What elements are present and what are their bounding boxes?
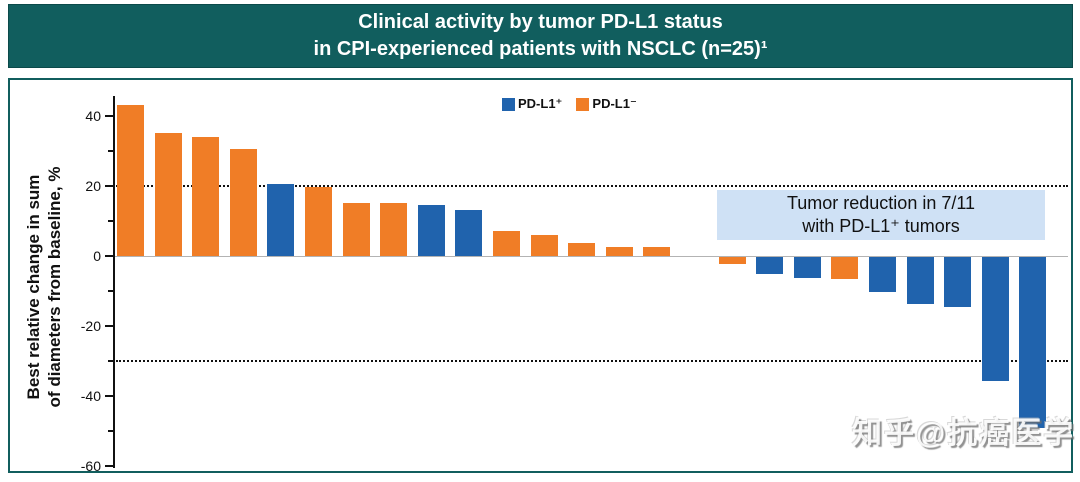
bar-pdl1-pos [455, 210, 483, 256]
y-tick-minor [108, 289, 113, 292]
zero-baseline [115, 255, 1068, 257]
chart-area: PD-L1⁺ PD-L1⁻ Best relative change in su… [8, 78, 1073, 473]
bar-pdl1-neg [192, 136, 220, 256]
tumor-reduction-annotation: Tumor reduction in 7/11 with PD-L1⁺ tumo… [717, 190, 1045, 240]
y-tick-minor [108, 219, 113, 222]
y-tick-major [105, 324, 113, 327]
legend-label-pdl1-positive: PD-L1⁺ [518, 96, 563, 111]
y-axis-line [113, 96, 115, 468]
bar-pdl1-neg [568, 243, 596, 256]
bar-pdl1-pos [417, 204, 445, 256]
bar-pdl1-pos [906, 256, 934, 304]
legend-label-pdl1-negative: PD-L1⁻ [592, 96, 637, 111]
y-tick-major [105, 114, 113, 117]
chart-title-line1: Clinical activity by tumor PD-L1 status [358, 11, 723, 33]
y-tick-major [105, 184, 113, 187]
pdl1-positive-swatch-icon [502, 97, 515, 111]
y-tick-label: -40 [80, 387, 101, 404]
bar-pdl1-neg [643, 246, 671, 256]
y-tick-label: -20 [80, 317, 101, 334]
bar-pdl1-neg [229, 148, 257, 256]
bar-pdl1-neg [718, 256, 746, 264]
y-tick-major [105, 394, 113, 397]
bar-pdl1-neg [831, 256, 859, 280]
y-tick-major [105, 254, 113, 257]
legend: PD-L1⁺ PD-L1⁻ [502, 96, 637, 112]
y-tick-label: 40 [85, 107, 101, 124]
bar-pdl1-pos [793, 256, 821, 278]
bar-pdl1-neg [154, 133, 182, 256]
bar-pdl1-pos [869, 256, 896, 292]
chart-title-banner: Clinical activity by tumor PD-L1 status … [8, 4, 1073, 68]
pdl1-negative-swatch-icon [576, 97, 590, 111]
bar-pdl1-pos [981, 256, 1009, 381]
bar-pdl1-neg [305, 187, 332, 256]
bar-pdl1-pos [1019, 256, 1047, 428]
y-tick-minor [108, 359, 113, 362]
y-tick-label: 20 [85, 177, 101, 194]
threshold-line-20 [116, 184, 1068, 187]
bar-pdl1-neg [605, 246, 633, 256]
annotation-line2: with PD-L1⁺ tumors [802, 216, 960, 236]
legend-item-pdl1-negative: PD-L1⁻ [576, 96, 637, 112]
y-tick-label: 0 [93, 247, 101, 264]
bar-pdl1-neg [493, 231, 520, 256]
chart-title-line2: in CPI-experienced patients with NSCLC (… [313, 38, 768, 60]
y-tick-label: -60 [80, 457, 101, 474]
y-axis-title: Best relative change in sum of diameters… [24, 166, 64, 408]
bar-pdl1-neg [380, 203, 408, 256]
y-tick-minor [108, 429, 113, 432]
bar-pdl1-neg [117, 105, 144, 256]
bar-pdl1-pos [944, 256, 972, 308]
threshold-line--30 [116, 359, 1068, 362]
bar-pdl1-pos [756, 256, 784, 274]
y-tick-major [105, 464, 113, 467]
annotation-line1: Tumor reduction in 7/11 [786, 193, 976, 213]
y-tick-minor [108, 149, 113, 152]
bar-pdl1-neg [342, 203, 370, 256]
legend-item-pdl1-positive: PD-L1⁺ [502, 96, 562, 112]
zhihu-watermark: 知乎@抗癌医学 [852, 417, 1076, 450]
bar-pdl1-neg [530, 234, 558, 256]
bar-pdl1-pos [267, 183, 295, 256]
